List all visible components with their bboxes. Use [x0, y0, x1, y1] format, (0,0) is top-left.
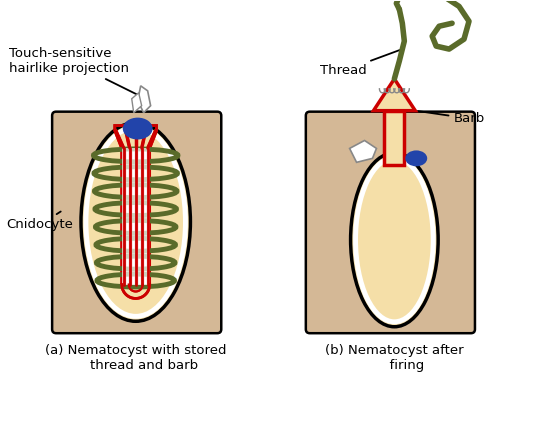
- Polygon shape: [132, 93, 141, 113]
- Text: Touch-sensitive
hairlike projection: Touch-sensitive hairlike projection: [9, 47, 143, 97]
- Bar: [122, 148, 150, 284]
- Text: Thread: Thread: [320, 50, 400, 77]
- Polygon shape: [350, 141, 376, 162]
- Text: (b) Nematocyst after
      firing: (b) Nematocyst after firing: [325, 344, 463, 372]
- Text: Cnidocyte: Cnidocyte: [7, 212, 73, 232]
- Text: Barb: Barb: [418, 111, 485, 125]
- Bar: [385, 144, 404, 160]
- Text: (a) Nematocyst with stored
    thread and barb: (a) Nematocyst with stored thread and ba…: [45, 344, 226, 372]
- Bar: [122, 148, 150, 284]
- FancyBboxPatch shape: [52, 112, 221, 333]
- Polygon shape: [374, 79, 415, 110]
- FancyBboxPatch shape: [306, 112, 475, 333]
- Ellipse shape: [405, 150, 427, 166]
- Ellipse shape: [81, 122, 190, 321]
- Bar: [385, 110, 404, 165]
- Polygon shape: [138, 86, 151, 113]
- Ellipse shape: [350, 153, 438, 327]
- Ellipse shape: [123, 118, 153, 139]
